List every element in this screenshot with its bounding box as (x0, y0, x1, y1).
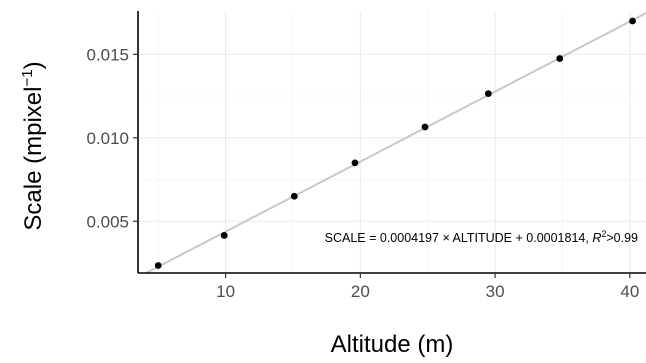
y-axis-title-close: ) (20, 61, 47, 69)
data-points (154, 17, 636, 269)
annotation-r-symbol: R (592, 231, 601, 245)
data-point-4 (421, 123, 429, 131)
y-axis-title-superscript: −1 (19, 69, 36, 86)
regression-line (145, 12, 646, 274)
regression-annotation: SCALE = 0.0004197 × ALTITUDE + 0.0001814… (325, 229, 638, 245)
grid (138, 11, 646, 273)
data-point-5 (484, 90, 492, 98)
x-tick-label-1: 20 (351, 282, 370, 301)
data-point-2 (290, 192, 298, 200)
data-point-7 (629, 17, 636, 25)
annotation-equation: SCALE = 0.0004197 × ALTITUDE + 0.0001814… (325, 231, 593, 245)
x-tick-label-2: 30 (486, 282, 505, 301)
y-axis-ticks: 0.005 0.010 0.015 (86, 45, 138, 231)
y-tick-label-1: 0.010 (86, 129, 129, 148)
x-axis-title: Altitude (m) (331, 331, 454, 358)
y-axis-title-main: Scale (mpixel (20, 87, 47, 231)
annotation-r-superscript: 2 (601, 229, 606, 239)
data-point-3 (351, 159, 359, 167)
x-tick-label-0: 10 (216, 282, 235, 301)
data-point-1 (220, 232, 228, 239)
data-point-6 (556, 55, 564, 62)
x-tick-label-3: 40 (620, 282, 639, 301)
x-axis-ticks: 10 20 30 40 (216, 273, 639, 301)
y-axis-title: Scale (mpixel−1) (19, 61, 47, 230)
annotation-r-value: >0.99 (606, 231, 638, 245)
y-tick-label-2: 0.015 (86, 45, 129, 64)
data-point-0 (154, 262, 162, 269)
y-tick-label-0: 0.005 (86, 212, 129, 231)
